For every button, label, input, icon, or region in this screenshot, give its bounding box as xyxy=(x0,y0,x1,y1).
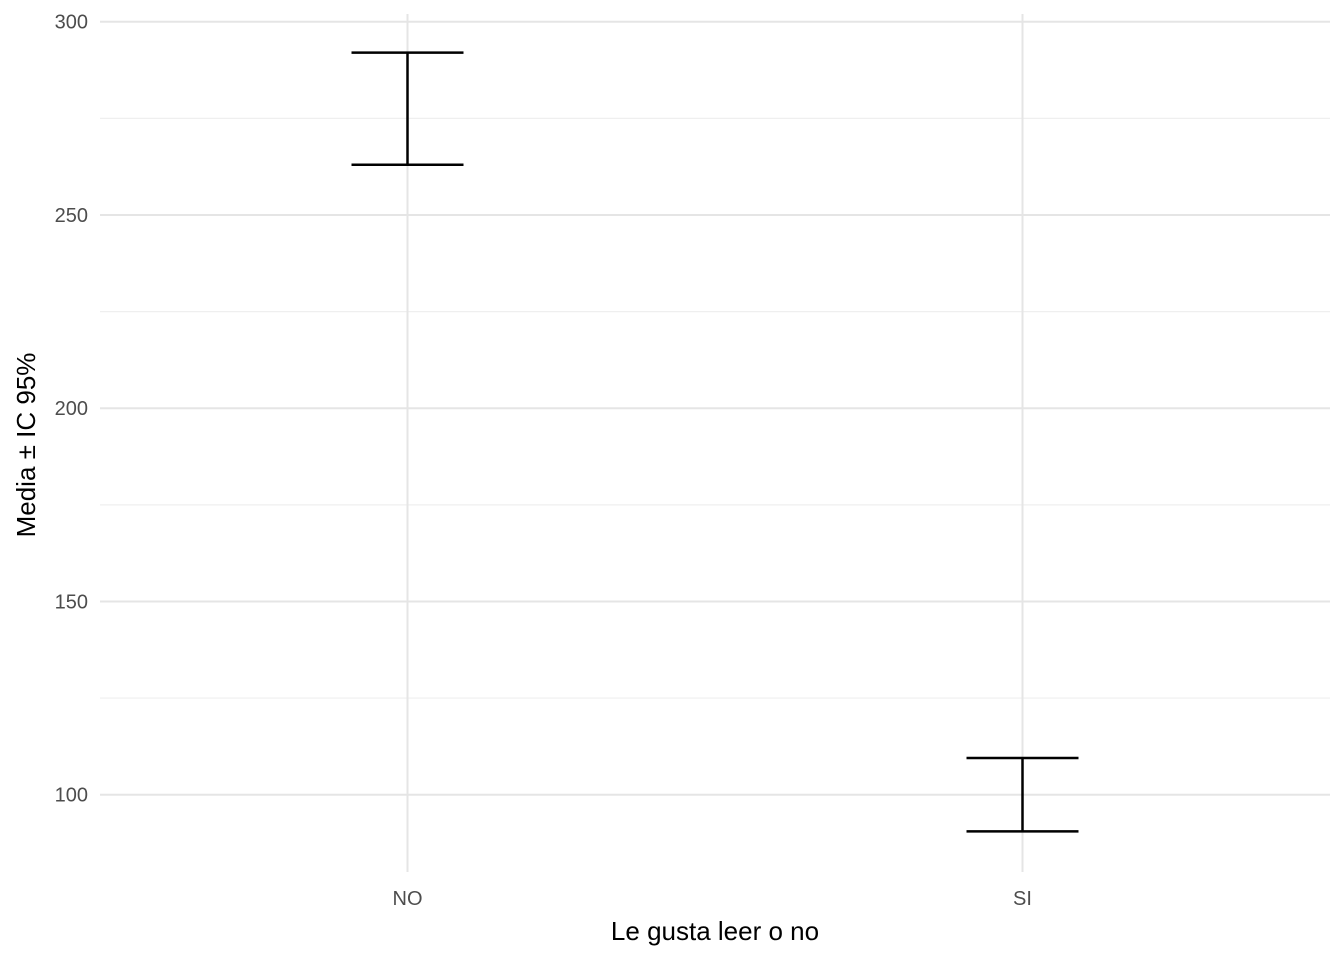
x-axis-title: Le gusta leer o no xyxy=(611,916,819,946)
x-tick-label: NO xyxy=(393,888,423,910)
x-tick-labels: NO SI xyxy=(393,888,1032,910)
error-bars xyxy=(351,51,1079,833)
y-tick-label: 200 xyxy=(55,398,88,420)
y-tick-label: 100 xyxy=(55,785,88,807)
grid-layer xyxy=(100,14,1330,872)
y-tick-labels: 100 150 200 250 300 xyxy=(55,12,88,807)
y-tick-label: 150 xyxy=(55,591,88,613)
error-bar-no xyxy=(351,51,464,166)
y-tick-label: 250 xyxy=(55,205,88,227)
y-tick-label: 300 xyxy=(55,12,88,34)
y-axis-title: Media ± IC 95% xyxy=(11,353,41,538)
error-bar-si xyxy=(966,756,1079,833)
x-tick-label: SI xyxy=(1013,888,1032,910)
